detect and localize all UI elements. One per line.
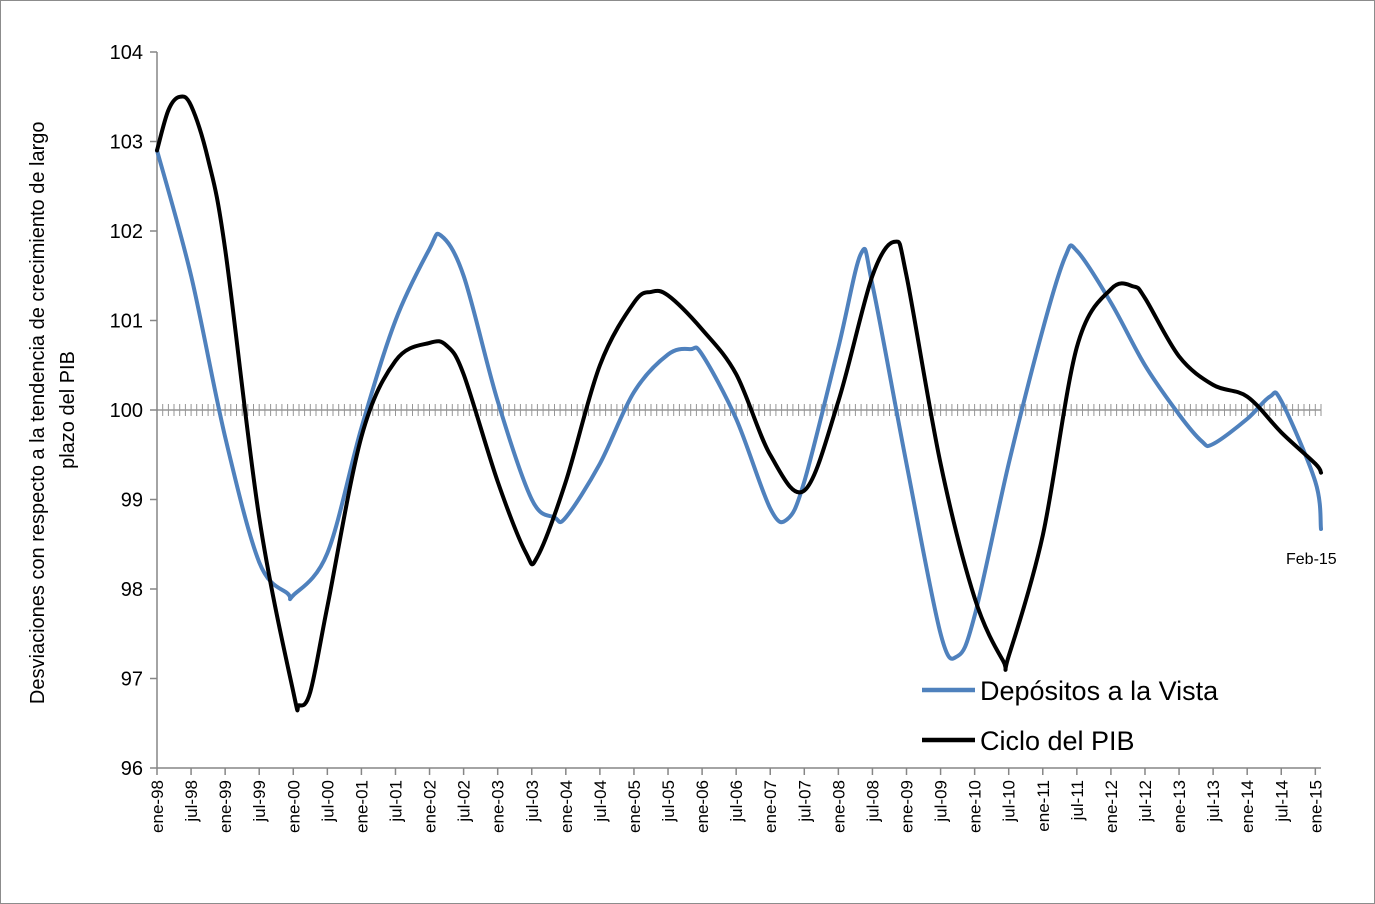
y-tick-label: 101	[110, 311, 143, 333]
series-lines	[155, 94, 1323, 713]
x-tick-label: ene-06	[693, 780, 712, 833]
x-axis-ticks: ene-98 jul-98 ene-99 jul-99 ene-00 jul-00 ene-…	[148, 768, 1325, 833]
x-tick-label: jul-02	[455, 780, 474, 823]
x-tick-label: ene-00	[284, 780, 303, 833]
x-tick-label: jul-12	[1136, 780, 1155, 823]
x-tick-label: ene-01	[352, 780, 371, 833]
y-tick-label: 97	[121, 669, 143, 691]
x-tick-label: ene-02	[421, 780, 440, 833]
x-tick-label: jul-14	[1272, 780, 1291, 823]
y-tick-label: 100	[110, 400, 143, 422]
x-tick-label: jul-09	[932, 780, 951, 823]
x-tick-label: ene-04	[557, 780, 576, 833]
x-tick-label: ene-05	[625, 780, 644, 833]
x-tick-label: ene-14	[1238, 780, 1257, 833]
y-tick-label: 98	[121, 579, 143, 601]
y-tick-label: 103	[110, 132, 143, 154]
x-tick-label: jul-01	[386, 780, 405, 823]
x-tick-label: jul-98	[182, 780, 201, 823]
y-axis-title-line-2: plazo del PIB	[57, 351, 79, 469]
x-tick-label: ene-11	[1034, 780, 1053, 832]
y-axis-title-line-1: Desviaciones con respecto a la tendencia…	[27, 122, 49, 705]
x-tick-label: jul-08	[863, 780, 882, 823]
legend: Depósitos a la Vista Ciclo del PIB	[922, 676, 1219, 756]
legend-label-depositos: Depósitos a la Vista	[980, 676, 1219, 706]
x-tick-label: ene-07	[761, 780, 780, 833]
x-tick-label: ene-98	[148, 780, 167, 833]
x-tick-label: ene-13	[1170, 780, 1189, 833]
x-tick-label: jul-13	[1204, 780, 1223, 823]
x-tick-label: jul-07	[795, 780, 814, 823]
legend-label-ciclo-pib: Ciclo del PIB	[980, 726, 1135, 756]
x-tick-label: jul-00	[318, 780, 337, 823]
x-tick-label: jul-11	[1068, 780, 1087, 821]
x-tick-label: ene-03	[489, 780, 508, 833]
y-tick-label: 99	[121, 490, 143, 512]
y-tick-label: 104	[110, 42, 143, 64]
annotation-feb-15: Feb-15	[1286, 551, 1337, 568]
x-tick-label: ene-12	[1102, 780, 1121, 833]
x-tick-label: ene-15	[1306, 780, 1325, 833]
x-tick-label: jul-05	[659, 780, 678, 823]
x-tick-label: jul-10	[1000, 780, 1019, 823]
x-tick-label: ene-99	[216, 780, 235, 833]
x-tick-label: ene-10	[966, 780, 985, 833]
x-tick-label: ene-09	[898, 780, 917, 833]
y-tick-label: 102	[110, 221, 143, 243]
x-tick-label: jul-04	[591, 780, 610, 823]
x-tick-label: jul-03	[523, 780, 542, 823]
reference-line-100	[156, 404, 1322, 416]
y-tick-label: 96	[121, 758, 143, 780]
y-axis-ticks: 96 97 98 99 100 101 102 103 104	[110, 42, 157, 780]
x-tick-label: jul-06	[727, 780, 746, 823]
x-tick-label: jul-99	[250, 780, 269, 823]
series-line-0	[155, 148, 1323, 661]
y-axis-title: Desviaciones con respecto a la tendencia…	[27, 116, 79, 704]
series-line-1	[155, 94, 1323, 713]
x-tick-label: ene-08	[829, 780, 848, 833]
